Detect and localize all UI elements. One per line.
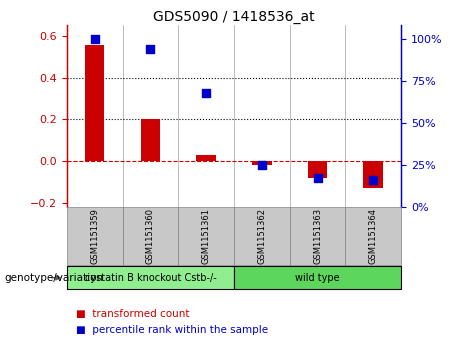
Text: GSM1151363: GSM1151363: [313, 208, 322, 264]
Bar: [252, 161, 272, 165]
Point: [91, 36, 98, 42]
Bar: [345, 207, 401, 265]
Point: [147, 46, 154, 52]
Text: cystatin B knockout Cstb-/-: cystatin B knockout Cstb-/-: [84, 273, 216, 283]
Text: genotype/variation: genotype/variation: [5, 273, 104, 283]
Point: [202, 90, 210, 95]
Bar: [290, 207, 345, 265]
Text: GSM1151359: GSM1151359: [90, 208, 99, 264]
Bar: [234, 266, 401, 289]
Text: ■  percentile rank within the sample: ■ percentile rank within the sample: [76, 325, 268, 335]
Text: GSM1151360: GSM1151360: [146, 208, 155, 264]
Text: wild type: wild type: [295, 273, 340, 283]
Point: [370, 177, 377, 183]
Bar: [67, 207, 123, 265]
Bar: [234, 207, 290, 265]
Text: GSM1151361: GSM1151361: [201, 208, 211, 264]
Text: GSM1151364: GSM1151364: [369, 208, 378, 264]
Bar: [308, 161, 327, 178]
Bar: [178, 207, 234, 265]
Point: [314, 175, 321, 181]
Bar: [85, 45, 105, 161]
Text: GSM1151362: GSM1151362: [257, 208, 266, 264]
Text: ■  transformed count: ■ transformed count: [76, 309, 189, 319]
Bar: [363, 161, 383, 188]
Title: GDS5090 / 1418536_at: GDS5090 / 1418536_at: [153, 11, 315, 24]
Bar: [196, 155, 216, 161]
Bar: [67, 266, 234, 289]
Point: [258, 162, 266, 168]
Bar: [141, 119, 160, 161]
Bar: [123, 207, 178, 265]
